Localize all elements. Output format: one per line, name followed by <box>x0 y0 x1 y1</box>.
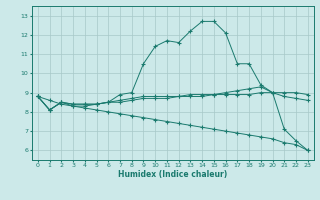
X-axis label: Humidex (Indice chaleur): Humidex (Indice chaleur) <box>118 170 228 179</box>
